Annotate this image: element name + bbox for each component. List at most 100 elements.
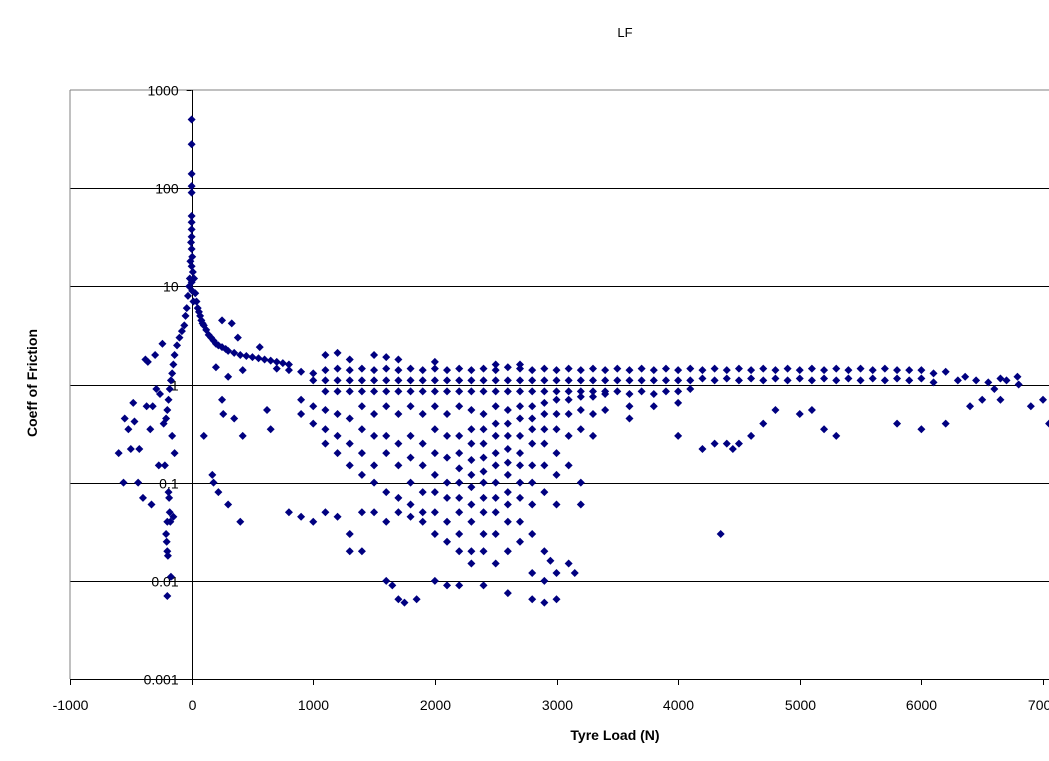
data-point bbox=[503, 405, 512, 414]
data-point bbox=[722, 366, 731, 375]
data-point bbox=[455, 464, 464, 473]
data-point bbox=[552, 470, 561, 479]
data-point bbox=[710, 376, 719, 385]
data-point bbox=[613, 387, 622, 396]
data-point bbox=[357, 508, 366, 517]
data-point bbox=[382, 488, 391, 497]
data-point bbox=[1045, 419, 1049, 428]
data-point bbox=[552, 500, 561, 509]
data-point bbox=[516, 517, 525, 526]
data-point bbox=[177, 327, 186, 336]
data-point bbox=[418, 376, 427, 385]
y-tick-label: 1000 bbox=[147, 83, 178, 99]
data-point bbox=[182, 304, 191, 313]
data-point bbox=[564, 410, 573, 419]
data-point bbox=[503, 547, 512, 556]
data-point bbox=[147, 500, 156, 509]
data-point bbox=[455, 478, 464, 487]
data-point bbox=[418, 517, 427, 526]
data-point bbox=[1026, 402, 1035, 411]
data-point bbox=[455, 581, 464, 590]
data-point bbox=[158, 339, 167, 348]
data-point bbox=[321, 439, 330, 448]
data-point bbox=[686, 376, 695, 385]
data-point bbox=[370, 350, 379, 359]
data-point bbox=[166, 376, 175, 385]
data-point bbox=[134, 478, 143, 487]
data-point bbox=[191, 289, 200, 298]
data-point bbox=[430, 402, 439, 411]
data-point bbox=[394, 493, 403, 502]
data-point bbox=[479, 387, 488, 396]
data-point bbox=[284, 366, 293, 375]
data-point bbox=[996, 395, 1005, 404]
data-point bbox=[146, 425, 155, 434]
data-point bbox=[321, 508, 330, 517]
data-point bbox=[479, 364, 488, 373]
data-point bbox=[728, 445, 737, 454]
data-point bbox=[783, 364, 792, 373]
data-point bbox=[479, 453, 488, 462]
data-point bbox=[996, 374, 1005, 383]
data-point bbox=[187, 218, 196, 227]
data-point bbox=[540, 376, 549, 385]
data-point bbox=[467, 387, 476, 396]
x-tick-label: 6000 bbox=[906, 697, 937, 713]
data-point bbox=[601, 387, 610, 396]
data-point bbox=[698, 374, 707, 383]
data-point bbox=[183, 291, 192, 300]
data-point bbox=[491, 431, 500, 440]
data-point bbox=[491, 360, 500, 369]
data-point bbox=[564, 559, 573, 568]
data-point bbox=[370, 376, 379, 385]
data-point bbox=[503, 589, 512, 598]
data-point bbox=[564, 387, 573, 396]
data-point bbox=[152, 384, 161, 393]
data-point bbox=[601, 376, 610, 385]
data-point bbox=[734, 439, 743, 448]
data-point bbox=[503, 488, 512, 497]
data-point bbox=[455, 529, 464, 538]
data-point bbox=[674, 431, 683, 440]
data-point bbox=[625, 366, 634, 375]
data-point bbox=[333, 387, 342, 396]
data-point bbox=[625, 414, 634, 423]
data-point bbox=[516, 431, 525, 440]
data-point bbox=[576, 376, 585, 385]
data-point bbox=[406, 512, 415, 521]
data-point bbox=[418, 387, 427, 396]
data-point bbox=[218, 316, 227, 325]
data-point bbox=[686, 364, 695, 373]
data-point bbox=[759, 419, 768, 428]
data-point bbox=[868, 366, 877, 375]
data-point bbox=[552, 595, 561, 604]
data-point bbox=[929, 378, 938, 387]
data-point bbox=[503, 363, 512, 372]
data-point bbox=[807, 364, 816, 373]
data-point bbox=[747, 374, 756, 383]
data-point bbox=[443, 581, 452, 590]
data-point bbox=[844, 366, 853, 375]
data-point bbox=[187, 169, 196, 178]
data-point bbox=[710, 439, 719, 448]
data-point bbox=[467, 547, 476, 556]
data-point bbox=[978, 395, 987, 404]
data-point bbox=[180, 321, 189, 330]
data-point bbox=[540, 488, 549, 497]
data-point bbox=[649, 402, 658, 411]
data-point bbox=[625, 402, 634, 411]
data-point bbox=[163, 405, 172, 414]
data-point bbox=[333, 348, 342, 357]
data-point bbox=[961, 372, 970, 381]
data-point bbox=[990, 384, 999, 393]
data-point bbox=[370, 387, 379, 396]
data-point bbox=[601, 366, 610, 375]
data-point bbox=[129, 398, 138, 407]
data-point bbox=[430, 364, 439, 373]
y-tick-label: 0.01 bbox=[151, 574, 178, 590]
data-point bbox=[893, 419, 902, 428]
data-point bbox=[467, 425, 476, 434]
data-point bbox=[238, 366, 247, 375]
data-point bbox=[540, 461, 549, 470]
data-point bbox=[503, 500, 512, 509]
